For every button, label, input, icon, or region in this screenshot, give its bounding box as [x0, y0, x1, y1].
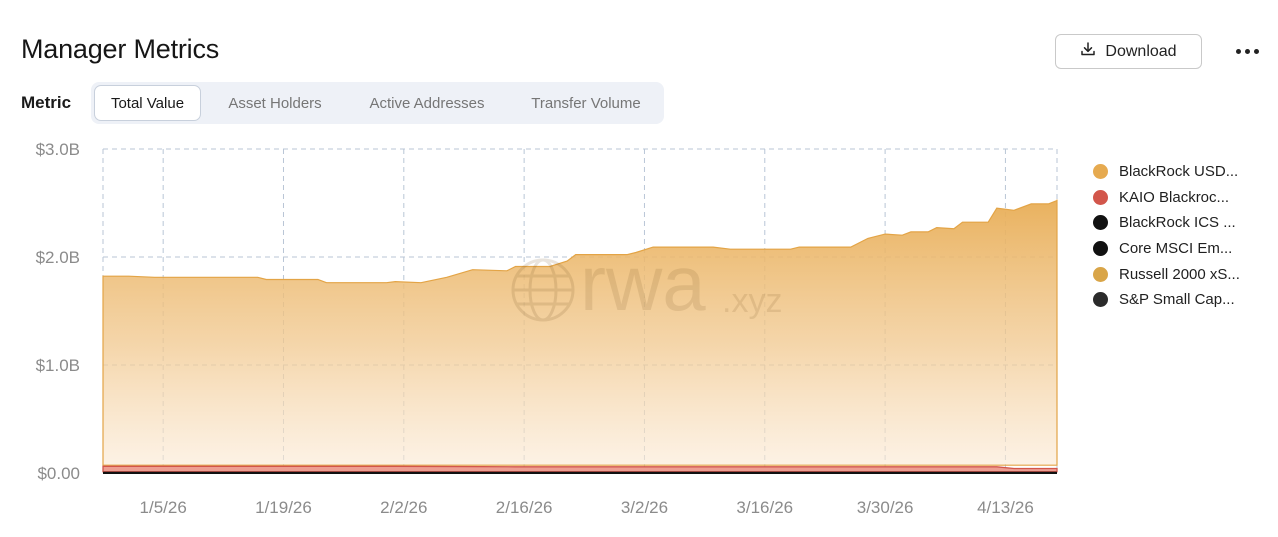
legend-item-core-msci[interactable]: Core MSCI Em... [1092, 236, 1272, 262]
legend-dot [1093, 241, 1108, 257]
x-tick-label: 1/5/26 [140, 498, 187, 517]
x-tick-label: 3/16/26 [736, 498, 793, 517]
legend-dot [1093, 164, 1108, 180]
legend-item-blackrock-ics[interactable]: BlackRock ICS ... [1092, 210, 1272, 236]
legend-dot [1093, 266, 1108, 282]
legend-item-russell-2000[interactable]: Russell 2000 xS... [1092, 261, 1272, 287]
more-options-icon[interactable] [1232, 40, 1262, 62]
legend-dot [1093, 292, 1108, 308]
y-tick-label: $2.0B [36, 248, 80, 267]
tab-transfer-volume[interactable]: Transfer Volume [531, 94, 641, 112]
svg-text:.xyz: .xyz [722, 282, 782, 320]
download-icon [1080, 41, 1096, 62]
x-tick-label: 3/2/26 [621, 498, 668, 517]
rwa-watermark: rwa .xyz [511, 239, 782, 327]
legend-label: BlackRock USD... [1119, 163, 1239, 181]
total-value-chart: rwa .xyz $0.00 $1.0B $2.0B $3.0B 1/5/26 1/19/… [36, 140, 1058, 517]
tab-active-addresses[interactable]: Active Addresses [369, 94, 485, 112]
legend-label: KAIO Blackroc... [1119, 188, 1230, 206]
chart-legend: BlackRock USD... KAIO Blackroc... BlackR… [1092, 159, 1272, 313]
x-tick-label: 4/13/26 [977, 498, 1034, 517]
tab-total-value[interactable]: Total Value [94, 85, 201, 121]
x-tick-label: 1/19/26 [255, 498, 312, 517]
legend-item-kaio-blackrock[interactable]: KAIO Blackroc... [1092, 185, 1272, 211]
area-blackrock-usd [102, 199, 1058, 466]
legend-item-blackrock-usd[interactable]: BlackRock USD... [1092, 159, 1272, 185]
legend-label: S&P Small Cap... [1119, 291, 1235, 309]
tab-asset-holders[interactable]: Asset Holders [228, 94, 322, 112]
legend-dot [1093, 189, 1108, 205]
x-tick-label: 3/30/26 [857, 498, 914, 517]
area-kaio-blackrock [102, 465, 1058, 473]
y-tick-label: $3.0B [36, 140, 80, 159]
x-tick-label: 2/2/26 [380, 498, 427, 517]
x-tick-label: 2/16/26 [496, 498, 553, 517]
download-button[interactable]: Download [1055, 34, 1202, 69]
y-tick-label: $1.0B [36, 356, 80, 375]
legend-dot [1093, 215, 1108, 231]
y-tick-label: $0.00 [37, 464, 80, 483]
legend-label: Russell 2000 xS... [1119, 265, 1240, 283]
metric-label: Metric [21, 93, 72, 112]
metric-tabs: Total Value Asset Holders Active Address… [91, 82, 664, 124]
page-title: Manager Metrics [21, 34, 220, 64]
legend-label: Core MSCI Em... [1119, 240, 1233, 258]
download-label: Download [1105, 42, 1177, 60]
legend-label: BlackRock ICS ... [1119, 214, 1236, 232]
legend-item-sp-small-cap[interactable]: S&P Small Cap... [1092, 287, 1272, 313]
svg-text:rwa: rwa [580, 239, 706, 327]
